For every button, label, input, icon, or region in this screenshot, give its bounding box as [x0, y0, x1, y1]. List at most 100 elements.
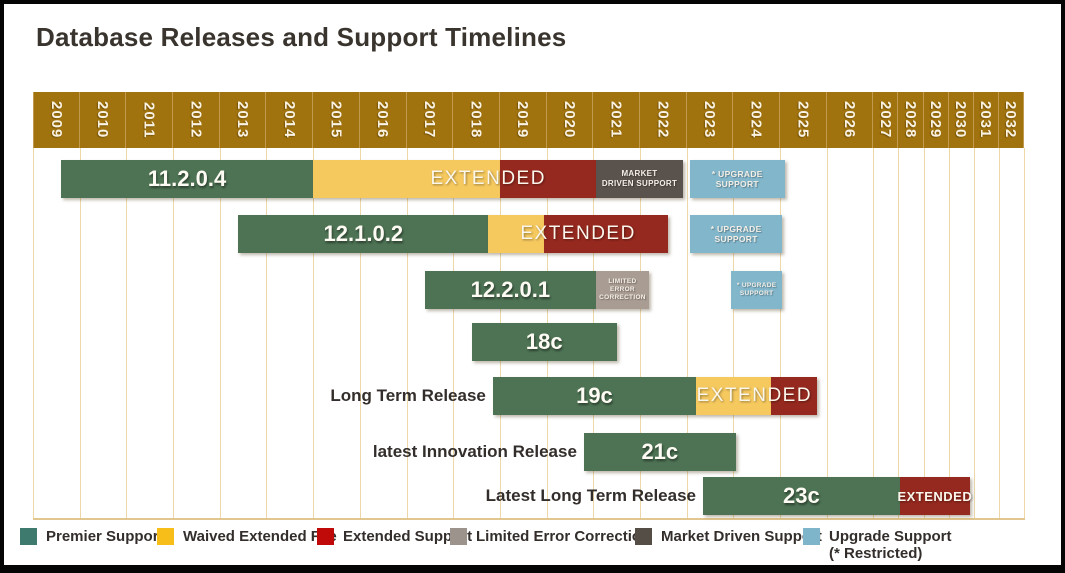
year-cell: 2015 [313, 92, 360, 148]
year-label: 2022 [654, 101, 672, 139]
bar-segment-upgrade: * UPGRADE SUPPORT [689, 215, 783, 253]
year-cell: 2024 [733, 92, 780, 148]
year-cell: 2011 [126, 92, 174, 148]
year-label: 2032 [1002, 101, 1020, 139]
year-cell: 2020 [546, 92, 594, 148]
year-label: 2015 [327, 101, 345, 139]
year-label: 2031 [977, 101, 995, 139]
gridline [219, 148, 221, 518]
year-cell: 2016 [359, 92, 407, 148]
bar-segment-waived [695, 377, 771, 415]
year-cell: 2025 [780, 92, 827, 148]
legend-item: Limited Error Correction [450, 528, 650, 546]
bar-segment-extended [770, 377, 818, 415]
bar-row-12.1.0.2: 12.1.0.2 * UPGRADE SUPPORT EXTENDED [0, 215, 1065, 253]
legend-swatch [157, 528, 174, 545]
gridline [173, 148, 175, 518]
legend-label: Upgrade Support (* Restricted) [829, 528, 952, 562]
year-label: 2018 [467, 101, 485, 139]
bar-segment-extended [499, 160, 596, 198]
gridline [453, 148, 455, 518]
year-cell: 2027 [873, 92, 899, 148]
legend-swatch [635, 528, 652, 545]
year-label: 2027 [876, 101, 894, 139]
year-cell: 2010 [79, 92, 127, 148]
legend-swatch [450, 528, 467, 545]
segment-caption: * UPGRADE SUPPORT [711, 168, 763, 189]
gridline [359, 148, 361, 518]
gridline [898, 148, 900, 518]
gridline [686, 148, 688, 518]
year-cell: 2022 [639, 92, 687, 148]
bar-row-18c: 18c [0, 323, 1065, 361]
year-cell: 2028 [898, 92, 924, 148]
bar-segment-market: MARKET DRIVEN SUPPORT [595, 160, 684, 198]
release-label: 12.2.0.1 [470, 277, 551, 302]
gridline [266, 148, 268, 518]
release-label: 23c [783, 483, 820, 508]
legend-label: Limited Error Correction [476, 528, 651, 545]
bar-segment-waived [488, 215, 545, 253]
segment-caption: * UPGRADE SUPPORT [710, 223, 762, 244]
row-label: Long Term Release [330, 386, 486, 405]
gridline [948, 148, 950, 518]
bar-row-21c: 21c latest Innovation Release [0, 433, 1065, 471]
year-label: 2028 [901, 101, 919, 139]
year-label: 2020 [560, 101, 578, 139]
bar-segment-upgrade: * UPGRADE SUPPORT [731, 271, 783, 309]
year-label: 2030 [952, 101, 970, 139]
year-label: 2026 [841, 101, 859, 139]
gridline [973, 148, 975, 518]
release-label: 18c [525, 329, 563, 354]
gridline [733, 148, 735, 518]
release-label: 19c [576, 383, 613, 408]
row-label: Latest Long Term Release [485, 486, 696, 505]
gridline [313, 148, 315, 518]
gridline [923, 148, 925, 518]
bar-segment-premier: 23c [703, 477, 900, 515]
year-label: 2029 [927, 101, 945, 139]
year-cell: 2023 [686, 92, 734, 148]
legend-swatch [803, 528, 820, 545]
legend-item: Market Driven Support [635, 528, 822, 546]
year-cell: 2026 [826, 92, 874, 148]
year-cell: 2017 [406, 92, 454, 148]
segment-caption: LIMITED ERROR CORRECTION [599, 278, 646, 301]
year-label: 2019 [514, 101, 532, 139]
year-label: 2024 [747, 101, 765, 139]
bar-segment-premier: 12.2.0.1 [425, 271, 596, 309]
bar-segment-premier: 21c [583, 433, 736, 471]
gridline [826, 148, 828, 518]
legend-swatch [20, 528, 37, 545]
segment-caption: * UPGRADE SUPPORT [736, 282, 777, 297]
legend-item: Premier Support [20, 528, 164, 546]
gridline [873, 148, 875, 518]
gridline [639, 148, 641, 518]
year-cell: 2009 [33, 92, 80, 148]
year-cell: 2019 [499, 92, 547, 148]
year-cell: 2014 [266, 92, 314, 148]
gridline [79, 148, 81, 518]
year-cell: 2021 [593, 92, 640, 148]
gridline [1023, 148, 1025, 518]
legend-item: Upgrade Support (* Restricted) [803, 528, 952, 562]
year-label: 2016 [374, 101, 392, 139]
year-label: 2010 [94, 101, 112, 139]
year-label: 2014 [280, 101, 298, 139]
bar-segment-premier: 19c [492, 377, 696, 415]
page-title: Database Releases and Support Timelines [36, 22, 567, 52]
gridline [406, 148, 408, 518]
year-label: 2009 [47, 101, 65, 139]
year-label: 2021 [607, 101, 625, 139]
legend-label: Market Driven Support [661, 528, 822, 545]
bar-segment-limited: LIMITED ERROR CORRECTION [595, 271, 650, 309]
bar-segment-premier: 12.1.0.2 [238, 215, 489, 253]
bar-segment-extended [544, 215, 668, 253]
year-axis: 2009 2010 2011 2012 2013 2014 2015 2016 2017 2018… [33, 92, 1024, 148]
year-cell: 2018 [453, 92, 500, 148]
legend-label: Premier Support [46, 528, 164, 545]
row-label: latest Innovation Release [372, 442, 577, 461]
gridline [998, 148, 1000, 518]
segment-caption: MARKET DRIVEN SUPPORT [601, 169, 678, 188]
